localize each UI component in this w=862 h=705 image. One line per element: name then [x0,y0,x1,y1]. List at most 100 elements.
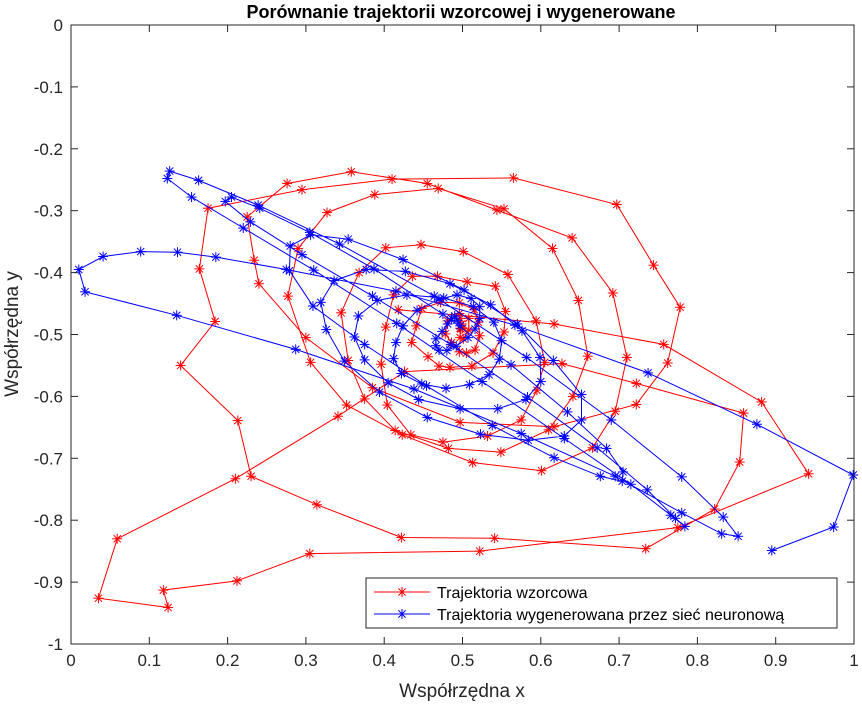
data-point-wzorcowa-stroke [312,500,321,509]
y-tick-label: -0.7 [34,449,63,468]
data-point-wygenerowana [733,531,744,542]
data-point-wygenerowana [485,299,496,310]
data-point-wygenerowana-stroke [442,384,451,393]
data-point-wygenerowana-stroke [486,300,495,309]
data-point-wygenerowana-stroke [360,355,369,364]
data-point-wzorcowa [458,246,469,257]
data-point-wygenerowana-stroke [438,310,447,319]
data-point-wygenerowana-stroke [291,345,300,354]
data-point-wzorcowa [498,327,509,338]
data-point-wzorcowa-stroke [475,547,484,556]
series-line-wygenerowana [78,170,854,551]
x-tick-label: 0.5 [451,651,475,670]
data-point-wygenerowana-stroke [618,477,627,486]
data-point-wygenerowana-stroke [414,395,423,404]
data-point-wygenerowana [397,254,408,265]
data-point-wygenerowana-stroke [354,311,363,320]
data-point-wygenerowana-stroke [431,341,440,350]
data-point-wzorcowa-stroke [622,353,631,362]
data-point-wygenerowana-stroke [447,314,456,323]
data-point-wzorcowa [474,330,485,341]
data-point-wzorcowa [194,263,205,274]
data-point-wzorcowa-stroke [283,292,292,301]
data-point-wygenerowana [321,324,332,335]
data-point-wzorcowa [454,346,465,357]
data-point-wygenerowana [434,344,445,355]
data-point-wygenerowana [522,392,533,403]
data-point-wygenerowana-stroke [644,368,653,377]
data-point-wygenerowana-stroke [422,381,431,390]
data-point-wygenerowana-stroke [173,248,182,257]
data-point-wzorcowa [346,166,357,177]
data-point-wzorcowa-stroke [195,264,204,273]
data-point-wygenerowana-stroke [308,302,317,310]
data-point-wzorcowa-stroke [434,184,443,193]
data-point-wygenerowana-stroke [305,228,314,237]
legend: Trajektoria wzorcowa Trajektoria wygener… [365,577,838,629]
data-point-wygenerowana [462,332,473,343]
data-point-wzorcowa [112,533,123,544]
x-tick-label: 0.7 [607,651,631,670]
x-axis-title: Współrzędna x [399,681,525,702]
data-point-wzorcowa-stroke [735,458,744,466]
data-point-wygenerowana-stroke [322,325,331,334]
data-point-wzorcowa [455,417,466,428]
data-point-wygenerowana [477,376,488,387]
data-point-wzorcowa-stroke [470,305,479,314]
data-point-wygenerowana-stroke [680,522,689,531]
data-point-wzorcowa [416,239,427,250]
data-point-wzorcowa-stroke [94,594,103,603]
data-point-wzorcowa [466,361,477,372]
data-point-wygenerowana-stroke [475,302,484,311]
data-point-wygenerowana-stroke [172,311,181,320]
data-point-wzorcowa-stroke [370,190,379,199]
data-point-wygenerowana [676,471,687,482]
data-point-wygenerowana-stroke [399,255,407,264]
data-point-wzorcowa [508,172,519,183]
data-point-wygenerowana-stroke [488,421,497,430]
data-point-wygenerowana [396,368,407,379]
data-point-wzorcowa-stroke [468,458,477,467]
data-point-wygenerowana-stroke [417,380,426,388]
data-point-wygenerowana-stroke [430,292,439,301]
data-point-wygenerowana-stroke [619,467,627,476]
data-point-wygenerowana [334,239,345,250]
data-point-wygenerowana [492,403,503,414]
data-point-wzorcowa [232,415,243,426]
data-point-wzorcowa [467,457,478,468]
data-point-wygenerowana [238,223,249,234]
data-point-wzorcowa-stroke [436,298,445,307]
data-point-wygenerowana-stroke [465,380,474,389]
data-point-wygenerowana [390,337,401,348]
data-point-wzorcowa [396,532,407,543]
data-point-wygenerowana-stroke [402,290,411,299]
data-point-wygenerowana-stroke [518,326,526,335]
data-point-wygenerowana-stroke [360,340,369,349]
data-point-wygenerowana-stroke [453,316,461,325]
data-point-wzorcowa [662,357,673,368]
data-point-wygenerowana [610,471,621,482]
data-point-wzorcowa-stroke [424,352,433,361]
data-point-wygenerowana-stroke [254,201,263,210]
data-point-wzorcowa-stroke [456,418,465,427]
data-point-wzorcowa [463,325,474,336]
data-point-wzorcowa-stroke [739,409,748,418]
data-point-wygenerowana-stroke [643,485,652,494]
data-point-wzorcowa [406,337,417,348]
data-point-wzorcowa [282,291,293,302]
y-tick-label: -0.1 [34,78,63,97]
data-point-wygenerowana-stroke [285,266,294,275]
data-point-wzorcowa-stroke [435,362,443,371]
data-point-wygenerowana-stroke [495,355,504,364]
data-point-wzorcowa-stroke [334,412,342,421]
data-point-wygenerowana [516,428,527,439]
data-point-wygenerowana [474,313,485,324]
data-point-wygenerowana [361,264,372,275]
data-point-wzorcowa [380,322,391,333]
y-tick-label: -0.2 [34,140,63,159]
data-point-wzorcowa-stroke [557,359,566,368]
data-point-wzorcowa-stroke [641,544,650,553]
data-point-wzorcowa-stroke [500,328,508,336]
data-point-wzorcowa [230,473,241,484]
legend-marker-wzorcowa [397,587,407,597]
